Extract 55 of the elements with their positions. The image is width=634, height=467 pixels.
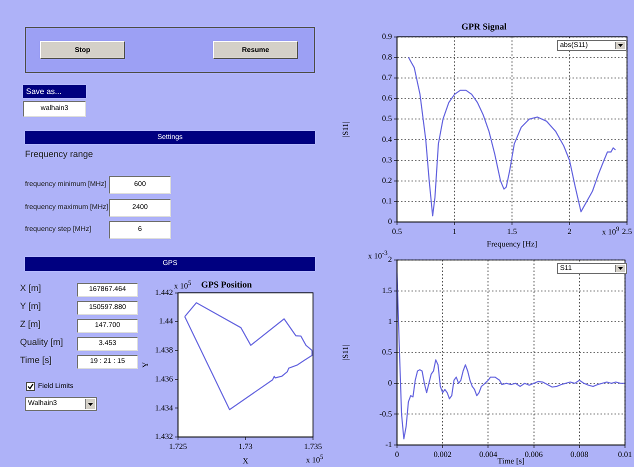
x-tick-label: 1 <box>452 226 456 236</box>
y-tick-label: 1.438 <box>155 346 173 355</box>
text: Time [s] <box>20 355 52 365</box>
x-tick-label: 1.735 <box>304 442 322 451</box>
x-tick-label: 0.002 <box>434 450 452 459</box>
y-tick-label: 0.2 <box>382 176 392 185</box>
x-tick-label: 1.725 <box>169 442 187 451</box>
x-axis-title: Time [s] <box>497 456 525 466</box>
text: x 10$^{5}$ <box>174 280 192 291</box>
y-tick-label: 0.1 <box>382 196 392 206</box>
x-tick-label: 0.004 <box>479 450 498 459</box>
text: Save as... <box>23 85 86 98</box>
text: x 10$^{5}$ <box>306 454 324 465</box>
y-tick-label: 0.9 <box>382 32 392 41</box>
y-tick-label: 1.442 <box>155 288 173 297</box>
y-axis-title: |S11| <box>340 344 350 360</box>
y-tick-label: 0.6 <box>382 94 392 103</box>
y-tick-label: 0 <box>388 217 392 226</box>
x-tick-label: 0.006 <box>524 450 543 459</box>
y-tick-label: 0 <box>388 378 392 388</box>
x-tick-label: 0 <box>395 450 399 459</box>
x-axis-title: Frequency [Hz] <box>486 239 538 248</box>
text: Z [m] <box>20 319 40 329</box>
x-tick-label: 0.008 <box>570 450 588 459</box>
x-axis-title: X <box>242 456 249 466</box>
y-tick-label: 1.436 <box>155 374 173 384</box>
x-tick-label: 0.01 <box>618 450 632 459</box>
y-axis-title: Y <box>140 362 150 368</box>
text: x 10$^{9}$ <box>602 226 620 237</box>
y-tick-label: 0.7 <box>382 73 392 82</box>
y-tick-label: 1.5 <box>382 286 392 295</box>
y-tick-label: 0.5 <box>382 348 392 357</box>
y-tick-label: -0.5 <box>379 409 392 418</box>
y-tick-label: 1.434 <box>155 403 173 412</box>
y-axis-title: |S11| <box>340 122 350 138</box>
y-tick-label: 0.3 <box>382 155 392 164</box>
text: Y [m] <box>20 301 41 311</box>
y-tick-label: 1.44 <box>159 316 173 326</box>
text: X [m] <box>20 283 42 293</box>
chart-title: GPR Signal <box>461 22 508 32</box>
text: Frequency range <box>25 149 94 159</box>
y-tick-label: -1 <box>385 440 392 450</box>
x-tick-label: 1.73 <box>238 442 252 451</box>
x-tick-label: 1.5 <box>507 226 517 236</box>
y-tick-label: 0.8 <box>382 52 392 62</box>
y-tick-label: 0.5 <box>382 114 392 124</box>
y-tick-label: 2 <box>388 255 392 264</box>
text: x 10$^{-3}$ <box>368 250 388 261</box>
chart-title: GPS Position <box>201 280 252 290</box>
y-tick-label: 0.4 <box>382 134 392 144</box>
x-tick-label: 2.5 <box>622 226 632 236</box>
y-tick-label: 1.432 <box>155 432 173 442</box>
y-tick-label: 1 <box>388 316 392 326</box>
x-tick-label: 2 <box>568 226 572 236</box>
text: Quality [m] <box>20 337 64 347</box>
